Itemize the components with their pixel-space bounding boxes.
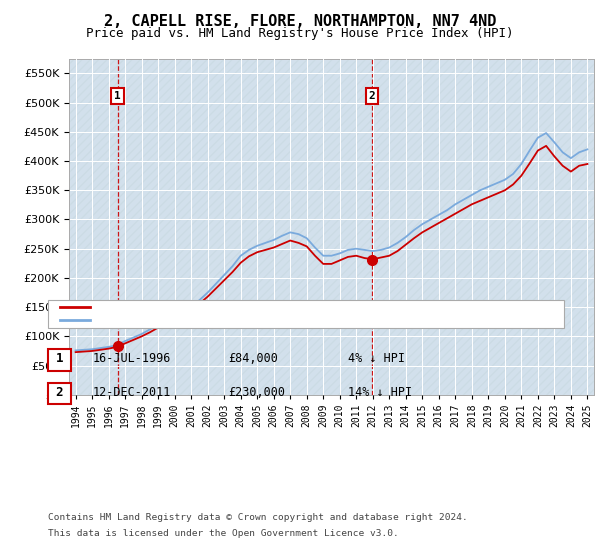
Text: 2: 2: [56, 385, 63, 399]
Text: 2, CAPELL RISE, FLORE, NORTHAMPTON, NN7 4ND (detached house): 2, CAPELL RISE, FLORE, NORTHAMPTON, NN7 …: [96, 302, 471, 312]
Text: Contains HM Land Registry data © Crown copyright and database right 2024.: Contains HM Land Registry data © Crown c…: [48, 513, 468, 522]
Text: This data is licensed under the Open Government Licence v3.0.: This data is licensed under the Open Gov…: [48, 529, 399, 538]
Text: 2, CAPELL RISE, FLORE, NORTHAMPTON, NN7 4ND: 2, CAPELL RISE, FLORE, NORTHAMPTON, NN7 …: [104, 14, 496, 29]
Text: 1: 1: [56, 352, 63, 365]
Text: HPI: Average price, detached house, West Northamptonshire: HPI: Average price, detached house, West…: [96, 315, 452, 325]
Text: 16-JUL-1996: 16-JUL-1996: [93, 352, 172, 365]
Text: 2: 2: [368, 91, 376, 101]
Text: £230,000: £230,000: [228, 385, 285, 399]
Text: 14% ↓ HPI: 14% ↓ HPI: [348, 385, 412, 399]
Text: 4% ↓ HPI: 4% ↓ HPI: [348, 352, 405, 365]
Text: £84,000: £84,000: [228, 352, 278, 365]
Text: 12-DEC-2011: 12-DEC-2011: [93, 385, 172, 399]
Text: 1: 1: [114, 91, 121, 101]
Text: Price paid vs. HM Land Registry's House Price Index (HPI): Price paid vs. HM Land Registry's House …: [86, 27, 514, 40]
